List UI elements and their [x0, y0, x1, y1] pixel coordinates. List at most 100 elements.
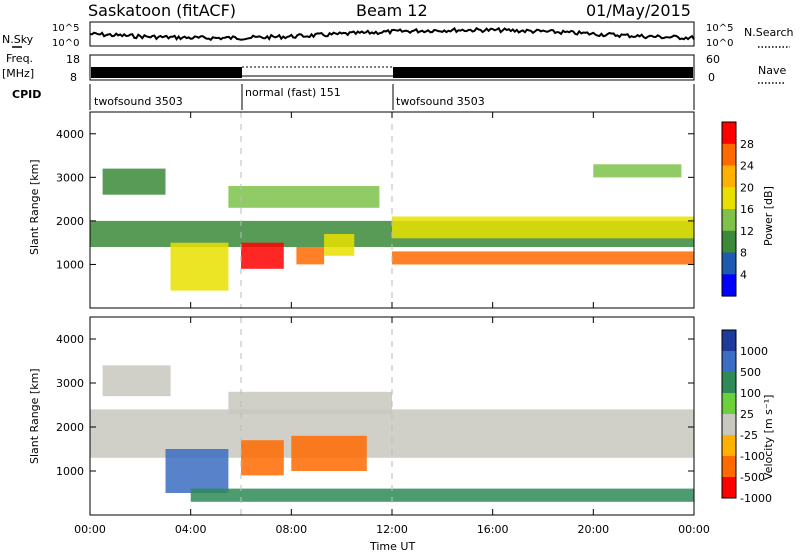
colorbar-tick-label: 24	[740, 160, 754, 173]
nsky-line	[89, 26, 695, 42]
xtick-label: 16:00	[477, 523, 509, 536]
cpid-segment-3: twofsound 3503	[396, 95, 485, 108]
colorbar-frame	[721, 329, 737, 499]
colorbar-swatch	[722, 372, 736, 394]
ytick-label: 1000	[56, 258, 84, 271]
colorbar-swatch	[722, 143, 736, 167]
xtick-label: 04:00	[175, 523, 207, 536]
echo-region-2	[170, 242, 229, 291]
nsky-label: N.Sky	[2, 33, 34, 46]
nsky-tick-bottom: 10^0	[52, 38, 79, 49]
colorbar-tick-label: 12	[740, 225, 754, 238]
freq-label: Freq.	[6, 52, 33, 65]
echo-region-9	[593, 164, 682, 178]
echo-region-1	[102, 365, 171, 397]
colorbar-swatch	[722, 209, 736, 232]
colorbar-tick-label: -1000	[740, 492, 772, 505]
station-title: Saskatoon (fitACF)	[88, 1, 236, 20]
echo-region-6	[228, 186, 380, 208]
xtick-label: 08:00	[275, 523, 307, 536]
power-data	[90, 112, 694, 308]
cpid-panel: CPID twofsound 3503 normal (fast) 151 tw…	[12, 84, 695, 110]
ytick-label: 1000	[56, 465, 84, 478]
colorbar-swatch	[722, 435, 736, 457]
colorbar-frame	[721, 121, 737, 297]
power-yticks: 1000 2000 3000 4000	[56, 128, 694, 271]
ytick-label: 3000	[56, 377, 84, 390]
xtick-label: 00:00	[678, 523, 710, 536]
colorbar-swatch	[722, 252, 736, 275]
colorbar-tick-label: 28	[740, 138, 754, 151]
colorbar-tick-label: 100	[740, 387, 761, 400]
ytick-label: 3000	[56, 171, 84, 184]
nsearch-tick-bottom: 10^0	[706, 38, 733, 49]
colorbar-tick-label: 16	[740, 203, 754, 216]
x-axis-ticks: 00:00 04:00 08:00 12:00 16:00 20:00 00:00	[74, 112, 710, 536]
echo-region-5	[228, 391, 392, 414]
colorbar-swatch	[722, 351, 736, 373]
colorbar-tick-label: 500	[740, 366, 761, 379]
echo-region-3	[241, 242, 284, 269]
echo-region-5	[324, 234, 355, 256]
colorbar-tick-label: 1000	[740, 345, 768, 358]
echo-region-7	[392, 251, 694, 265]
echo-region-2	[165, 449, 229, 493]
cpid-segment-2: normal (fast) 151	[245, 86, 341, 99]
ytick-label: 2000	[56, 215, 84, 228]
velocity-yticks: 1000 2000 3000 4000	[56, 333, 694, 478]
nave-tick-top: 60	[706, 53, 720, 66]
power-colorbar-label: Power [dB]	[762, 186, 775, 246]
colorbar-swatch	[722, 122, 736, 145]
colorbar-swatch	[722, 165, 736, 188]
xtick-label: 20:00	[577, 523, 609, 536]
velocity-colorbar: 1000 500 100 25 -25 -100 -500 -1000	[721, 329, 772, 505]
colorbar-tick-label: 8	[740, 247, 747, 260]
cpid-label: CPID	[12, 88, 41, 101]
freq-unit-label: [MHz]	[2, 67, 34, 80]
freq-block-1	[91, 67, 242, 78]
colorbar-swatch	[722, 414, 736, 436]
nave-tick-bottom: 0	[708, 71, 715, 84]
echo-region-1	[102, 168, 166, 195]
freq-panel: Freq. [MHz] 18 8 60 0 Nave	[2, 52, 786, 84]
colorbar-tick-label: -500	[740, 471, 765, 484]
nsky-tick-top: 10^5	[52, 23, 79, 34]
velocity-colorbar-label: Velocity [m s⁻¹]	[762, 395, 775, 480]
x-axis-label: Time UT	[369, 540, 415, 553]
echo-region-4	[296, 247, 325, 265]
colorbar-tick-label: 20	[740, 181, 754, 194]
echo-region-8	[392, 216, 694, 239]
xtick-label: 00:00	[74, 523, 106, 536]
velocity-ylabel: Slant Range [km]	[28, 368, 41, 464]
colorbar-swatch	[722, 456, 736, 478]
colorbar-tick-label: -100	[740, 450, 765, 463]
ytick-label: 2000	[56, 421, 84, 434]
ytick-label: 4000	[56, 333, 84, 346]
date-title: 01/May/2015	[586, 1, 691, 20]
colorbar-swatch	[722, 330, 736, 352]
beam-title: Beam 12	[356, 1, 428, 20]
xtick-label: 12:00	[376, 523, 408, 536]
colorbar-swatch	[722, 477, 736, 499]
power-ylabel: Slant Range [km]	[28, 159, 41, 255]
colorbar-swatch	[722, 187, 736, 210]
nsky-panel: N.Sky 10^5 10^0 10^5 10^0 N.Search	[2, 21, 794, 49]
freq-tick-top: 18	[66, 53, 80, 66]
velocity-data	[90, 317, 694, 515]
nsearch-tick-top: 10^5	[706, 23, 733, 34]
colorbar-swatch	[722, 274, 736, 297]
colorbar-tick-label: 4	[740, 268, 747, 281]
echo-region-6	[190, 488, 694, 502]
power-panel: Slant Range [km] 1000 2000 3000 4000 28 24 20…	[28, 111, 775, 309]
colorbar-swatch	[722, 393, 736, 415]
ytick-label: 4000	[56, 128, 84, 141]
echo-region-3	[241, 440, 284, 476]
echo-region-4	[291, 435, 367, 471]
colorbar-tick-label: -25	[740, 429, 758, 442]
colorbar-swatch	[722, 230, 736, 254]
cpid-segment-1: twofsound 3503	[94, 95, 183, 108]
nave-label: Nave	[758, 64, 786, 77]
nsearch-label: N.Search	[744, 26, 794, 39]
freq-tick-bottom: 8	[70, 71, 77, 84]
